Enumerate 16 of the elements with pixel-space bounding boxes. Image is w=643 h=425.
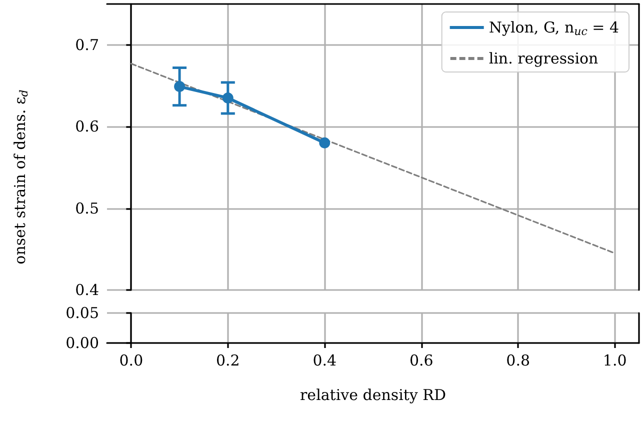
y-tick-label: 0.7 <box>75 36 99 54</box>
x-axis-title: relative density RD <box>300 386 446 404</box>
x-tick-label: 0.0 <box>119 352 144 370</box>
y-tick-label: 0.4 <box>75 281 99 299</box>
x-tick-label: 0.4 <box>312 352 337 370</box>
y-axis-title: onset strain of dens. εd <box>11 90 30 264</box>
y-tick-label: 0.6 <box>75 118 99 136</box>
legend-label: lin. regression <box>488 50 599 68</box>
x-tick-label: 0.2 <box>216 352 240 370</box>
x-tick-label: 1.0 <box>602 352 627 370</box>
x-tick-label: 0.6 <box>409 352 434 370</box>
y-tick-label: 0.05 <box>66 304 99 322</box>
y-tick-label: 0.5 <box>75 199 99 218</box>
y-tick-label: 0.00 <box>66 334 99 352</box>
x-tick-label: 0.8 <box>506 352 530 370</box>
point <box>319 137 330 148</box>
